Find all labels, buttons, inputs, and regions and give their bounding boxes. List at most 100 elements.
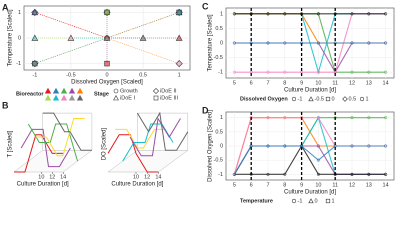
x-tick-label: 6 xyxy=(250,182,253,188)
point xyxy=(316,41,320,45)
y-tick-label: 1 xyxy=(18,10,21,16)
marker xyxy=(103,34,111,41)
legend-label: 1 xyxy=(332,198,335,204)
marker xyxy=(113,94,119,101)
point xyxy=(266,12,270,16)
series-line xyxy=(20,128,71,168)
point xyxy=(367,116,371,120)
y-tick-label: 1 xyxy=(220,11,223,17)
marker xyxy=(113,88,119,94)
x-tick-label: 5 xyxy=(233,80,236,86)
marker xyxy=(325,198,331,204)
series-line xyxy=(27,123,79,162)
point xyxy=(316,144,320,148)
floor xyxy=(107,150,189,173)
x-tick-label: 10 xyxy=(133,174,139,180)
marker xyxy=(139,34,147,41)
legend-title: Stage xyxy=(94,91,109,97)
x-tick-label: 14 xyxy=(383,182,389,188)
y-axis-label: Temperature [Scaled] xyxy=(8,9,14,66)
point xyxy=(283,144,287,148)
legend-label: 1 xyxy=(366,96,369,102)
y-tick-label: 0.5 xyxy=(215,26,223,32)
marker xyxy=(76,87,84,94)
legend-label: 0 xyxy=(315,198,318,204)
marker xyxy=(52,94,60,101)
x-tick-label: 9 xyxy=(300,80,303,86)
point xyxy=(384,41,388,45)
point xyxy=(266,144,270,148)
panel-label: C xyxy=(202,1,209,11)
x-tick-label: 10 xyxy=(315,182,321,188)
legend-label: -1 xyxy=(298,198,303,204)
marker xyxy=(175,34,183,41)
point xyxy=(316,158,320,162)
x-tick-label: 12 xyxy=(49,174,55,180)
marker xyxy=(359,96,365,102)
y-tick-label: -1 xyxy=(218,172,223,178)
x-tick-label: 12 xyxy=(349,80,355,86)
x-tick-label: 6 xyxy=(250,80,253,86)
point xyxy=(350,116,354,120)
y-tick-label: 0 xyxy=(18,35,21,41)
legend-label: iDoE II xyxy=(160,88,177,94)
marker xyxy=(68,94,76,101)
point xyxy=(384,116,388,120)
y-axis-label: Dissolved Oxygen [Scaled] xyxy=(208,110,214,182)
point xyxy=(232,70,236,74)
marker xyxy=(175,60,183,68)
point xyxy=(316,116,320,120)
x-axis-label: Culture Duration [d] xyxy=(111,182,163,188)
x-tick-label: 7 xyxy=(266,80,269,86)
marker xyxy=(67,34,75,41)
point xyxy=(384,70,388,74)
x-tick-label: 13 xyxy=(366,80,372,86)
panel-label: B xyxy=(2,100,9,110)
marker xyxy=(32,60,38,67)
x-tick-label: 14 xyxy=(155,174,161,180)
point xyxy=(350,12,354,16)
point xyxy=(232,172,236,176)
legend-label: 0 xyxy=(332,96,335,102)
connector xyxy=(34,37,108,64)
marker xyxy=(291,96,297,102)
x-axis-label: Culture Duration [d] xyxy=(17,182,69,188)
marker xyxy=(31,8,39,16)
legend-title: Bioreactor xyxy=(16,91,44,97)
series-line xyxy=(14,134,64,173)
series-line xyxy=(136,111,189,151)
y-axis-label: DO [Scaled] xyxy=(102,128,108,161)
point xyxy=(384,12,388,16)
y-tick-label: -0.5 xyxy=(214,55,223,61)
connector xyxy=(106,12,180,39)
x-tick-label: 14 xyxy=(383,80,389,86)
legend-label: Growth xyxy=(120,88,138,94)
marker xyxy=(342,96,348,102)
series-line xyxy=(233,145,386,175)
point xyxy=(384,144,388,148)
x-axis-label: Culture Duration [d] xyxy=(284,190,336,196)
connector xyxy=(34,12,108,39)
point xyxy=(367,41,371,45)
marker xyxy=(152,87,160,95)
x-tick-label: 9 xyxy=(300,182,303,188)
x-axis-label: Culture Duration [d] xyxy=(284,88,336,94)
x-tick-label: 12 xyxy=(144,174,150,180)
point xyxy=(283,70,287,74)
connector xyxy=(106,37,180,64)
x-tick-label: -0.5 xyxy=(66,72,75,78)
legend-label: -0.5 xyxy=(315,96,324,102)
x-axis-label: Dissolved Oxygen [Scaled] xyxy=(71,80,143,86)
point xyxy=(367,70,371,74)
point xyxy=(266,41,270,45)
point xyxy=(232,41,236,45)
point xyxy=(350,144,354,148)
x-tick-label: 11 xyxy=(332,80,338,86)
x-tick-label: 11 xyxy=(332,182,338,188)
marker xyxy=(44,87,52,94)
x-tick-label: 10 xyxy=(315,80,321,86)
x-tick-label: 0 xyxy=(105,72,108,78)
point xyxy=(367,172,371,176)
y-axis-label: Temperature [Scaled] xyxy=(208,14,214,71)
point xyxy=(350,172,354,176)
